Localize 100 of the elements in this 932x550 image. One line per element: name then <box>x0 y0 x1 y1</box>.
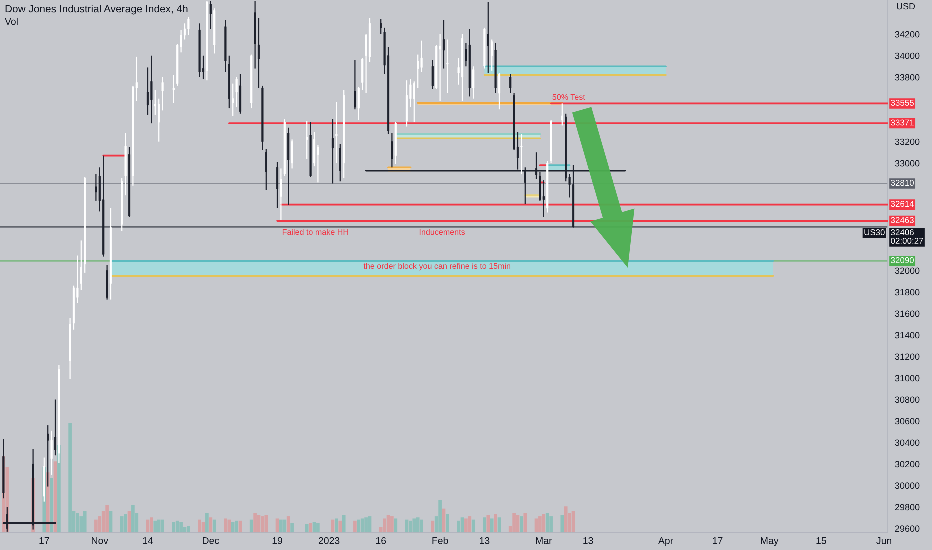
candlestick <box>339 143 342 182</box>
annotation: 50% Test <box>552 94 586 100</box>
annotation: Failed to make HH <box>282 229 348 236</box>
legend-label: 32406 02:00:27 <box>891 229 924 244</box>
y-tick-label: 30200 <box>895 461 920 468</box>
bar <box>338 520 342 533</box>
bar <box>564 506 568 533</box>
bar <box>176 520 180 533</box>
bar <box>316 523 320 533</box>
bar <box>172 522 176 533</box>
x-tick-label: Nov <box>92 538 109 544</box>
candlestick <box>188 16 190 36</box>
bar <box>68 423 72 533</box>
candlestick <box>258 18 260 89</box>
candlestick <box>358 86 360 121</box>
bar <box>206 513 209 533</box>
data-label: 32614 <box>891 201 914 208</box>
candlestick <box>50 430 53 476</box>
bar <box>472 520 476 533</box>
candlestick <box>236 76 238 108</box>
candlestick <box>172 74 175 104</box>
bar <box>546 513 550 533</box>
bar <box>161 520 164 533</box>
bar <box>520 516 524 533</box>
x-tick-label: 13 <box>480 537 490 544</box>
y-tick-label: 33000 <box>895 160 920 167</box>
candlestick <box>210 0 212 30</box>
y-tick-label: 30600 <box>895 418 920 425</box>
bar <box>228 520 232 533</box>
bar <box>283 520 287 533</box>
candlestick <box>95 174 98 202</box>
candlestick <box>491 39 494 72</box>
candlestick <box>146 67 150 116</box>
bar <box>394 518 398 533</box>
candlestick <box>391 132 394 168</box>
data-label: 33555 <box>891 100 914 106</box>
y-tick-label: 29600 <box>895 526 920 532</box>
y-tick-label: 30800 <box>895 396 920 404</box>
bar <box>446 514 450 533</box>
bar <box>235 520 238 533</box>
bar <box>354 520 357 533</box>
x-tick-label: Dec <box>203 538 220 544</box>
candlestick <box>413 81 416 124</box>
bar <box>357 520 361 533</box>
candlestick <box>472 66 475 100</box>
y-tick-label: 31000 <box>895 375 920 382</box>
candlestick <box>313 132 316 168</box>
bar <box>420 520 424 533</box>
candlestick <box>498 72 501 110</box>
candlestick <box>354 60 356 110</box>
candlestick <box>420 40 423 73</box>
bar <box>124 514 128 533</box>
y-axis-title: USD <box>897 3 916 10</box>
bar <box>560 515 564 533</box>
bar <box>457 520 460 533</box>
bar <box>342 515 346 533</box>
annotation: US30 <box>864 229 885 236</box>
bar <box>50 478 54 533</box>
bar <box>468 516 472 533</box>
candlestick <box>542 180 545 218</box>
bar <box>46 472 50 533</box>
candlestick <box>432 60 434 90</box>
candlestick <box>520 134 523 175</box>
bar <box>390 516 394 533</box>
y-tick-label: 30400 <box>895 440 920 446</box>
bar <box>231 522 235 533</box>
bar <box>431 520 435 533</box>
bar <box>120 516 124 533</box>
y-tick-label: 34200 <box>895 31 920 38</box>
y-tick-label: 31800 <box>895 289 920 296</box>
x-tick-label: Feb <box>432 537 448 544</box>
x-tick-label: 2023 <box>318 537 340 544</box>
y-tick-label: 33200 <box>895 138 920 146</box>
bar <box>416 518 420 533</box>
data-label: 33371 <box>891 120 914 126</box>
bar <box>486 515 490 533</box>
candlestick <box>510 74 512 94</box>
x-tick-label: 16 <box>376 537 386 544</box>
bar <box>264 515 268 533</box>
bar <box>483 518 486 533</box>
candlestick <box>446 39 449 94</box>
bar <box>360 518 364 533</box>
candlestick <box>332 118 334 184</box>
x-tick-label: 15 <box>816 538 826 544</box>
bar <box>335 518 338 533</box>
candlestick <box>291 139 294 170</box>
bar <box>150 518 154 533</box>
bar <box>280 520 283 533</box>
bar <box>83 511 87 533</box>
candlestick <box>442 20 446 70</box>
candlestick <box>54 399 57 456</box>
y-tick-label: 32000 <box>895 268 920 274</box>
bar <box>209 518 213 533</box>
candlestick <box>276 162 279 210</box>
y-tick-label: 33800 <box>895 74 920 81</box>
bar <box>438 500 442 533</box>
bar <box>409 520 412 533</box>
bar <box>154 520 158 533</box>
bar <box>198 520 202 533</box>
bar <box>254 513 257 533</box>
